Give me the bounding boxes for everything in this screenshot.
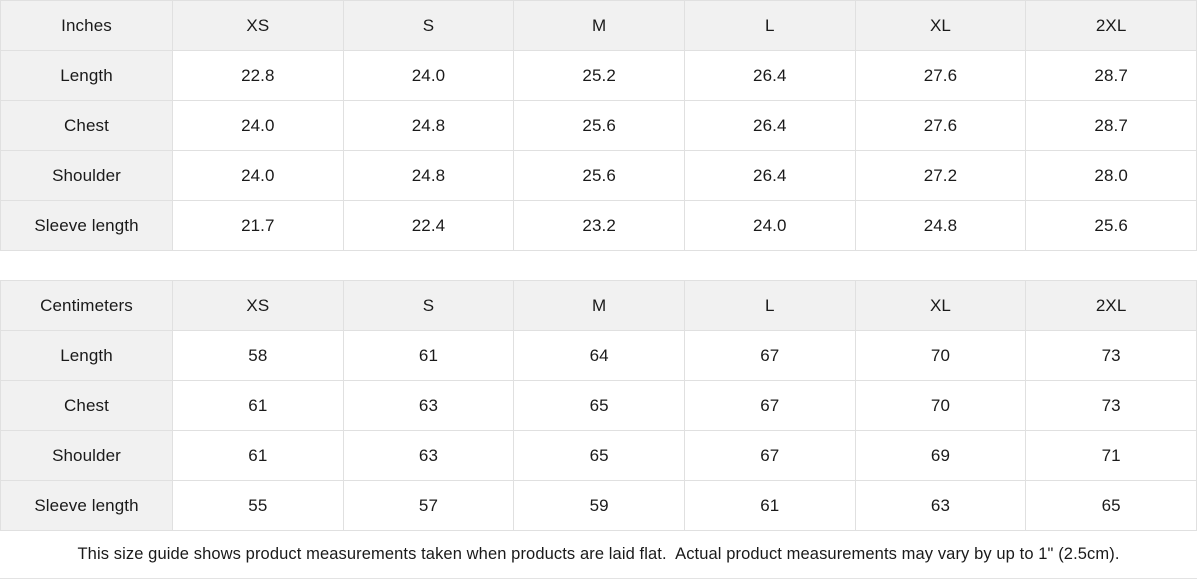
measurement-row: Length 58 61 64 67 70 73 [0, 330, 1197, 381]
value-cell: 61 [683, 480, 856, 531]
measurement-row: Shoulder 61 63 65 67 69 71 [0, 430, 1197, 481]
table-gap [0, 251, 1197, 280]
size-header-row: Centimeters XS S M L XL 2XL [0, 280, 1197, 331]
row-label-cell: Sleeve length [0, 200, 173, 251]
value-cell: 73 [1025, 380, 1197, 431]
size-header-cell: 2XL [1025, 0, 1197, 51]
value-cell: 23.2 [513, 200, 685, 251]
measurement-row: Chest 24.0 24.8 25.6 26.4 27.6 28.7 [0, 100, 1197, 151]
row-label-cell: Length [0, 330, 173, 381]
size-header-cell: S [342, 280, 515, 331]
measurement-row: Length 22.8 24.0 25.2 26.4 27.6 28.7 [0, 50, 1197, 101]
value-cell: 22.8 [172, 50, 344, 101]
size-header-cell: XL [854, 0, 1027, 51]
value-cell: 26.4 [683, 50, 856, 101]
value-cell: 61 [172, 430, 344, 481]
value-cell: 24.8 [342, 150, 515, 201]
size-header-cell: 2XL [1025, 280, 1197, 331]
size-header-cell: S [342, 0, 515, 51]
row-label-cell: Shoulder [0, 430, 173, 481]
value-cell: 24.0 [172, 150, 344, 201]
value-cell: 67 [683, 380, 856, 431]
value-cell: 65 [513, 430, 685, 481]
value-cell: 64 [513, 330, 685, 381]
unit-header-cell: Centimeters [0, 280, 173, 331]
unit-header-cell: Inches [0, 0, 173, 51]
value-cell: 28.0 [1025, 150, 1197, 201]
measurement-row: Shoulder 24.0 24.8 25.6 26.4 27.2 28.0 [0, 150, 1197, 201]
value-cell: 65 [513, 380, 685, 431]
value-cell: 67 [683, 430, 856, 481]
value-cell: 28.7 [1025, 100, 1197, 151]
value-cell: 70 [854, 330, 1027, 381]
value-cell: 27.2 [854, 150, 1027, 201]
value-cell: 25.6 [513, 150, 685, 201]
value-cell: 24.0 [342, 50, 515, 101]
value-cell: 27.6 [854, 100, 1027, 151]
size-table-inches: Inches XS S M L XL 2XL Length 22.8 24.0 25.2 26.4 27… [0, 0, 1197, 251]
size-header-cell: L [683, 0, 856, 51]
measurement-row: Sleeve length 55 57 59 61 63 65 [0, 480, 1197, 531]
value-cell: 67 [683, 330, 856, 381]
measurement-row: Chest 61 63 65 67 70 73 [0, 380, 1197, 431]
size-header-cell: XS [172, 280, 344, 331]
row-label-cell: Shoulder [0, 150, 173, 201]
value-cell: 58 [172, 330, 344, 381]
value-cell: 65 [1025, 480, 1197, 531]
value-cell: 57 [342, 480, 515, 531]
value-cell: 73 [1025, 330, 1197, 381]
value-cell: 24.8 [854, 200, 1027, 251]
row-label-cell: Length [0, 50, 173, 101]
value-cell: 22.4 [342, 200, 515, 251]
value-cell: 25.6 [513, 100, 685, 151]
value-cell: 55 [172, 480, 344, 531]
value-cell: 21.7 [172, 200, 344, 251]
value-cell: 25.6 [1025, 200, 1197, 251]
size-header-cell: XL [854, 280, 1027, 331]
row-label-cell: Sleeve length [0, 480, 173, 531]
value-cell: 24.0 [683, 200, 856, 251]
value-cell: 24.8 [342, 100, 515, 151]
row-label-cell: Chest [0, 100, 173, 151]
size-header-cell: M [513, 0, 685, 51]
size-header-cell: XS [172, 0, 344, 51]
value-cell: 61 [342, 330, 515, 381]
row-label-cell: Chest [0, 380, 173, 431]
value-cell: 61 [172, 380, 344, 431]
value-cell: 25.2 [513, 50, 685, 101]
value-cell: 63 [342, 380, 515, 431]
value-cell: 63 [342, 430, 515, 481]
size-header-row: Inches XS S M L XL 2XL [0, 0, 1197, 51]
size-header-cell: L [683, 280, 856, 331]
footer-note: This size guide shows product measuremen… [0, 531, 1197, 579]
value-cell: 63 [854, 480, 1027, 531]
size-header-cell: M [513, 280, 685, 331]
value-cell: 69 [854, 430, 1027, 481]
measurement-row: Sleeve length 21.7 22.4 23.2 24.0 24.8 25.6 [0, 200, 1197, 251]
value-cell: 26.4 [683, 100, 856, 151]
value-cell: 71 [1025, 430, 1197, 481]
value-cell: 24.0 [172, 100, 344, 151]
value-cell: 26.4 [683, 150, 856, 201]
value-cell: 59 [513, 480, 685, 531]
value-cell: 28.7 [1025, 50, 1197, 101]
value-cell: 70 [854, 380, 1027, 431]
size-table-centimeters: Centimeters XS S M L XL 2XL Length 58 61 64 67 70 73 C… [0, 280, 1197, 531]
value-cell: 27.6 [854, 50, 1027, 101]
